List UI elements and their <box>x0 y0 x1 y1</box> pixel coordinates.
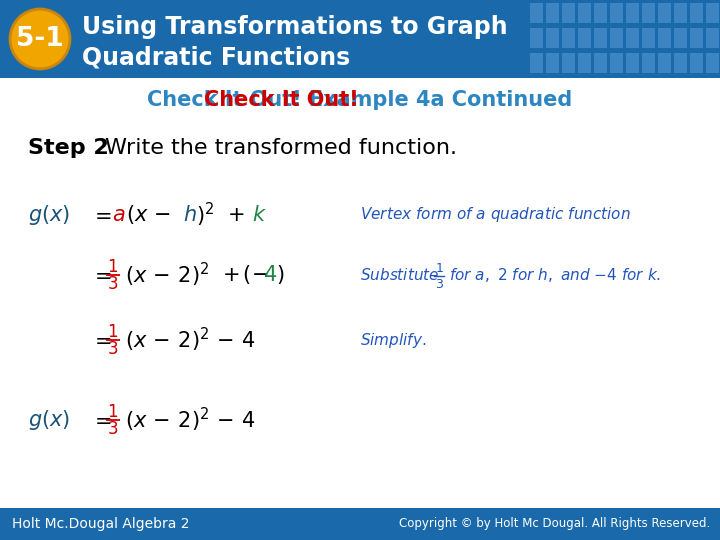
Text: $=$: $=$ <box>90 265 112 285</box>
Text: $3$: $3$ <box>107 340 119 358</box>
Text: $g(x)$: $g(x)$ <box>28 408 70 432</box>
Bar <box>626 28 639 48</box>
Bar <box>642 53 655 73</box>
Bar <box>706 3 719 23</box>
Text: $(x\,-\,2)^2$: $(x\,-\,2)^2$ <box>125 261 210 289</box>
Text: $h$: $h$ <box>183 205 197 225</box>
Bar <box>546 53 559 73</box>
Text: Step 2: Step 2 <box>28 138 109 158</box>
Text: Using Transformations to Graph: Using Transformations to Graph <box>82 15 508 39</box>
Bar <box>530 53 543 73</box>
Bar <box>690 53 703 73</box>
Bar <box>674 28 687 48</box>
Text: $1$: $1$ <box>107 403 119 421</box>
Text: $\it{Substitute}$: $\it{Substitute}$ <box>360 267 439 283</box>
Bar <box>706 53 719 73</box>
Bar <box>658 3 671 23</box>
Text: $a$: $a$ <box>112 205 125 225</box>
Bar <box>594 28 607 48</box>
Text: $+\,(-$: $+\,(-$ <box>222 264 269 287</box>
Bar <box>658 53 671 73</box>
Bar <box>626 53 639 73</box>
Text: $\it{Simplify.}$: $\it{Simplify.}$ <box>360 330 426 349</box>
Text: $1$: $1$ <box>107 258 119 276</box>
Bar <box>674 53 687 73</box>
Text: $=$: $=$ <box>90 410 112 430</box>
Bar <box>610 3 623 23</box>
Bar <box>610 53 623 73</box>
Bar <box>0 508 720 540</box>
Text: Quadratic Functions: Quadratic Functions <box>82 45 350 69</box>
Text: 5-1: 5-1 <box>16 26 64 52</box>
Text: $1$: $1$ <box>107 323 119 341</box>
Bar <box>674 3 687 23</box>
Bar <box>642 28 655 48</box>
Circle shape <box>10 9 70 69</box>
Bar <box>594 53 607 73</box>
Bar <box>578 53 591 73</box>
Text: Write the transformed function.: Write the transformed function. <box>105 138 457 158</box>
Bar <box>594 3 607 23</box>
Bar <box>706 28 719 48</box>
Bar <box>690 28 703 48</box>
Text: $(x\,-\,$: $(x\,-\,$ <box>126 204 171 226</box>
Text: Holt Mc.Dougal Algebra 2: Holt Mc.Dougal Algebra 2 <box>12 517 189 531</box>
Bar <box>690 3 703 23</box>
Bar <box>530 3 543 23</box>
Text: $g(x)$: $g(x)$ <box>28 203 70 227</box>
Text: $=$: $=$ <box>90 205 112 225</box>
Bar <box>626 3 639 23</box>
Text: $k$: $k$ <box>252 205 267 225</box>
Bar <box>658 28 671 48</box>
Text: $3$: $3$ <box>435 278 444 291</box>
Bar <box>578 28 591 48</box>
Text: $3$: $3$ <box>107 275 119 293</box>
Text: $(x\,-\,2)^2\,-\,4$: $(x\,-\,2)^2\,-\,4$ <box>125 406 256 434</box>
Text: $3$: $3$ <box>107 420 119 438</box>
Text: $)$: $)$ <box>276 264 284 287</box>
Text: $\it{Vertex\ form\ of\ a\ quadratic\ function}$: $\it{Vertex\ form\ of\ a\ quadratic\ fun… <box>360 206 631 225</box>
Text: Check It Out!: Check It Out! <box>204 90 359 110</box>
Bar <box>562 53 575 73</box>
Text: $(x\,-\,2)^2\,-\,4$: $(x\,-\,2)^2\,-\,4$ <box>125 326 256 354</box>
Text: Copyright © by Holt Mc Dougal. All Rights Reserved.: Copyright © by Holt Mc Dougal. All Right… <box>399 517 710 530</box>
Bar <box>562 28 575 48</box>
Bar <box>0 0 720 78</box>
Text: $4$: $4$ <box>263 265 277 285</box>
Bar <box>578 3 591 23</box>
Bar <box>546 28 559 48</box>
Bar <box>530 28 543 48</box>
Text: Check It Out! Example 4a Continued: Check It Out! Example 4a Continued <box>148 90 572 110</box>
Text: $=$: $=$ <box>90 330 112 350</box>
Text: $1$: $1$ <box>435 262 444 275</box>
Text: $\it{for\ a,\ 2\ for\ h,\ and\ {-}4\ for\ k.}$: $\it{for\ a,\ 2\ for\ h,\ and\ {-}4\ for… <box>449 266 661 284</box>
Bar <box>610 28 623 48</box>
Bar <box>562 3 575 23</box>
Bar <box>546 3 559 23</box>
Text: $)^2$: $)^2$ <box>196 201 215 229</box>
Text: $+$: $+$ <box>227 205 244 225</box>
Bar <box>642 3 655 23</box>
